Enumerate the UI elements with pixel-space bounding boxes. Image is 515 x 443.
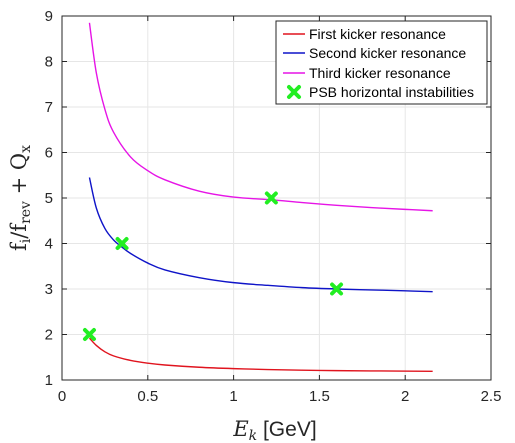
y-axis-ticks: 1 2 3 4 5 6 7 8 9 <box>45 8 491 389</box>
x-tick-label: 2 <box>401 388 409 405</box>
y-tick-label: 8 <box>45 54 53 71</box>
x-tick-label: 2.5 <box>481 388 502 405</box>
y-axis-title: fi/frev + Qx <box>7 145 34 251</box>
legend-label-third: Third kicker resonance <box>309 65 451 81</box>
y-tick-label: 6 <box>45 145 53 162</box>
x-axis-var: E <box>232 417 248 441</box>
x-axis-var-sub: k <box>249 428 257 443</box>
legend-marker-swatch <box>287 85 301 99</box>
legend-label-markers: PSB horizontal instabilities <box>309 84 474 100</box>
instability-marker <box>115 237 129 250</box>
second-kicker-resonance-line <box>88 177 433 293</box>
x-tick-label: 1 <box>229 388 237 405</box>
y-tick-label: 7 <box>45 99 53 116</box>
x-axis-unit: [GeV] <box>257 418 317 441</box>
instability-marker <box>264 191 278 205</box>
x-tick-label: 0 <box>58 388 66 405</box>
legend-label-second: Second kicker resonance <box>309 45 466 61</box>
y-axis-frev: /f <box>7 222 31 239</box>
x-axis-title: Ek [GeV] <box>232 417 316 443</box>
legend-box <box>275 20 488 105</box>
legend-label-first: First kicker resonance <box>309 26 446 42</box>
y-tick-label: 5 <box>45 190 53 207</box>
x-tick-label: 0.5 <box>137 388 158 405</box>
y-tick-label: 2 <box>45 327 53 344</box>
y-tick-label: 3 <box>45 281 53 298</box>
marker-layer <box>82 191 344 341</box>
y-axis-q-sub: x <box>18 145 34 153</box>
y-tick-label: 4 <box>45 236 53 253</box>
y-axis-f-sub: i <box>18 238 34 243</box>
x-tick-label: 1.5 <box>309 388 330 405</box>
y-axis-frev-sub: rev <box>18 201 34 224</box>
third-kicker-resonance-line <box>88 22 433 212</box>
legend: First kicker resonance Second kicker res… <box>275 20 488 105</box>
instability-marker <box>330 282 344 296</box>
first-kicker-resonance-line <box>88 337 433 373</box>
y-axis-q: + Q <box>7 153 31 201</box>
y-axis-f: f <box>7 241 31 251</box>
y-tick-label: 1 <box>45 372 53 389</box>
instability-marker <box>82 328 96 341</box>
x-axis-ticks: 0 0.5 1 1.5 2 2.5 <box>58 16 502 405</box>
series-layer <box>88 22 433 373</box>
y-tick-label: 9 <box>45 8 53 25</box>
